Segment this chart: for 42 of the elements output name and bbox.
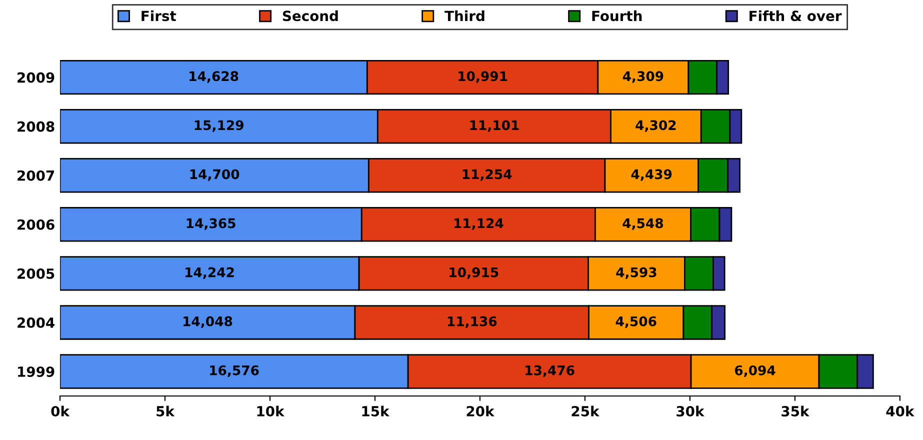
data-label: 14,242 <box>186 267 234 279</box>
y-tick-label: 2007 <box>18 170 54 181</box>
y-tick-label: 2009 <box>18 72 54 83</box>
x-tick-label: 5k <box>156 406 175 416</box>
x-tick-label: 20k <box>466 406 495 416</box>
data-label: 10,991 <box>458 71 508 83</box>
y-tick-label: 2004 <box>18 317 54 328</box>
data-label: 11,254 <box>462 169 512 181</box>
data-label: 14,048 <box>184 316 232 328</box>
y-tick-label: 2008 <box>18 121 54 132</box>
data-label: 4,506 <box>616 316 656 328</box>
legend-label: Third <box>444 10 484 22</box>
data-label: 4,593 <box>616 267 656 279</box>
data-label: 10,915 <box>450 267 498 279</box>
data-label: 14,365 <box>186 218 236 230</box>
data-label: 13,476 <box>526 365 574 377</box>
x-tick-label: 10k <box>257 406 285 416</box>
x-tick-label: 40k <box>886 406 914 416</box>
legend-label: Fourth <box>592 10 642 22</box>
data-label: 4,309 <box>622 71 664 83</box>
data-label: 14,700 <box>190 169 240 181</box>
data-label: 4,548 <box>622 218 664 230</box>
legend-label: Second <box>282 10 338 22</box>
y-tick-label: 2005 <box>18 268 54 279</box>
data-label: 11,101 <box>470 120 519 132</box>
legend-label: First <box>142 10 176 22</box>
data-label: 4,439 <box>631 169 672 181</box>
data-label: 11,136 <box>448 316 497 328</box>
x-tick-label: 0k <box>51 406 70 416</box>
data-label: 15,129 <box>194 120 244 132</box>
data-label: 16,576 <box>210 365 259 377</box>
x-tick-label: 15k <box>362 406 390 416</box>
data-label: 4,302 <box>636 120 676 132</box>
x-tick-label: 25k <box>572 406 600 416</box>
y-tick-label: 1999 <box>18 366 54 377</box>
data-label: 11,124 <box>454 218 504 230</box>
legend-label: Fifth & over <box>750 10 842 22</box>
y-tick-label: 2006 <box>18 219 54 230</box>
data-label: 6,094 <box>734 365 776 377</box>
data-label: 14,628 <box>190 71 238 83</box>
x-tick-label: 35k <box>782 406 810 416</box>
x-tick-label: 30k <box>676 406 704 416</box>
